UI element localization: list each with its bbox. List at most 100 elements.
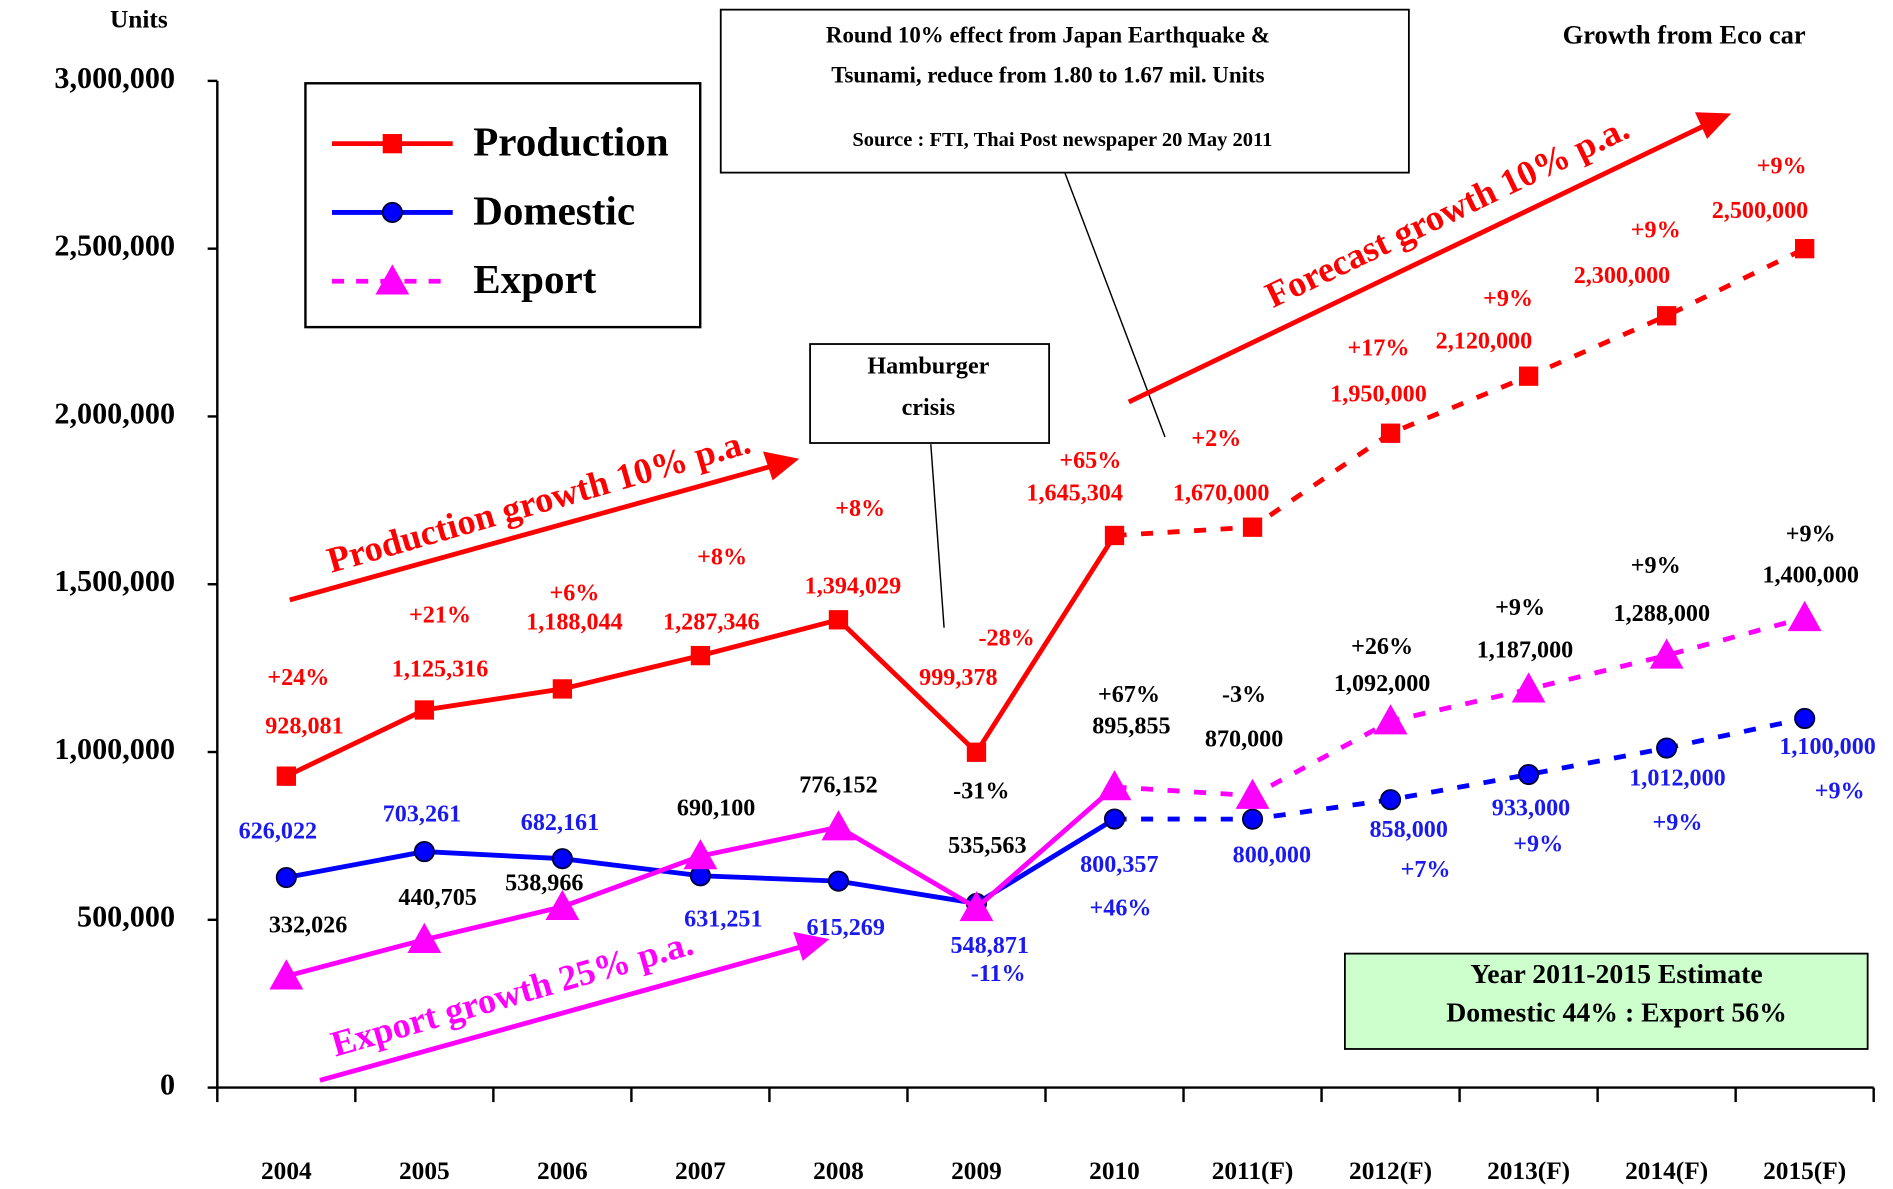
point [966,742,987,762]
growth-label: +8% [697,543,747,570]
point [1518,366,1539,386]
value-label: 858,000 [1369,816,1447,843]
growth-label: +9% [1653,809,1703,836]
growth-label: +21% [409,601,471,628]
point [269,959,304,990]
value-label: 895,855 [1092,712,1170,739]
arrow-head [762,451,800,481]
point [1373,704,1408,735]
growth-label: +9% [1757,152,1807,179]
value-label: 440,705 [398,884,476,911]
growth-label: +24% [267,664,329,691]
value-label: 933,000 [1492,795,1570,822]
value-label: 1,012,000 [1629,764,1726,791]
y-unit: Units [110,6,168,34]
growth-label: +7% [1401,856,1451,883]
point [828,610,849,630]
value-label: 548,871 [951,932,1029,959]
value-label: 682,161 [521,809,599,836]
x-tick-label: 2010 [1089,1157,1140,1185]
y-tick-label: 500,000 [77,900,175,934]
value-label: 1,187,000 [1477,636,1574,663]
annotation: Source : FTI, Thai Post newspaper 20 May… [852,129,1272,151]
x-tick-label: 2008 [813,1157,864,1185]
growth-label: +9% [1513,831,1563,858]
value-label: 2,300,000 [1574,262,1671,289]
x-tick-label: 2014(F) [1625,1157,1708,1185]
annotation: Production growth 10% p.a. [323,421,755,580]
arrow [289,463,774,603]
point [1104,525,1125,546]
value-label: 776,152 [799,772,877,799]
point [1794,707,1816,730]
point [552,679,573,699]
y-tick-label: 2,000,000 [54,396,175,430]
value-label: 703,261 [383,801,461,828]
growth-label: +67% [1098,681,1160,708]
point [827,870,850,892]
point [959,890,994,922]
point [1656,737,1678,759]
legend-label: Export [473,256,596,302]
growth-label: +2% [1191,425,1241,452]
series-line [1114,246,1806,538]
annotation: Round 10% effect from Japan Earthquake & [826,23,1270,48]
growth-label: +26% [1351,633,1413,660]
value-label: 1,394,029 [805,572,902,599]
growth-label: +8% [835,495,885,522]
value-label: 2,120,000 [1436,327,1533,354]
legend-box [304,82,702,329]
point [1097,770,1132,801]
growth-label: +9% [1483,285,1533,312]
value-label: 800,357 [1080,851,1158,878]
growth-label: -28% [979,624,1035,651]
point [1380,423,1401,443]
value-label: 1,288,000 [1614,600,1711,627]
y-tick-label: 1,500,000 [54,564,175,598]
x-tick-label: 2012(F) [1349,1157,1432,1185]
point [1795,239,1815,259]
point [414,700,435,720]
point [551,848,573,870]
series-line [1114,716,1806,822]
point [683,839,718,870]
annotation: Year 2011-2015 Estimate [1470,959,1762,990]
note-box [809,343,1051,444]
point [1518,763,1540,786]
growth-label: +9% [1631,216,1681,243]
point [276,766,296,786]
x-tick-label: 2013(F) [1487,1157,1570,1185]
value-label: 1,188,044 [526,609,623,636]
note-box [719,8,1410,174]
point [1787,600,1822,632]
value-label: 800,000 [1233,842,1311,869]
value-label: 1,100,000 [1779,733,1876,760]
x-tick-label: 2007 [675,1157,726,1185]
estimate-box [1343,952,1869,1050]
point [821,810,856,841]
point [1511,672,1546,703]
point [1656,306,1677,326]
x-tick-label: 2009 [951,1157,1002,1185]
annotation: Hamburger [867,353,989,380]
y-tick-label: 1,000,000 [54,732,175,766]
annotation: Growth from Eco car [1563,20,1806,50]
value-label: 690,100 [677,795,755,822]
value-label: 1,950,000 [1330,380,1427,407]
growth-label: +17% [1347,335,1409,362]
value-label: 615,269 [806,914,884,941]
value-label: 332,026 [269,912,347,939]
legend-marker [375,264,410,295]
value-label: 535,563 [948,832,1026,859]
arrow-head [1695,112,1732,139]
point [1241,808,1264,830]
callout-line [1064,172,1166,438]
x-tick-label: 2011(F) [1212,1157,1294,1185]
legend-label: Domestic [473,187,635,233]
y-tick-label: 3,000,000 [54,61,175,95]
point [1380,789,1402,811]
point [545,889,580,921]
series-line [1114,615,1806,799]
arrow-head [793,931,830,961]
growth-label: +9% [1815,778,1865,805]
